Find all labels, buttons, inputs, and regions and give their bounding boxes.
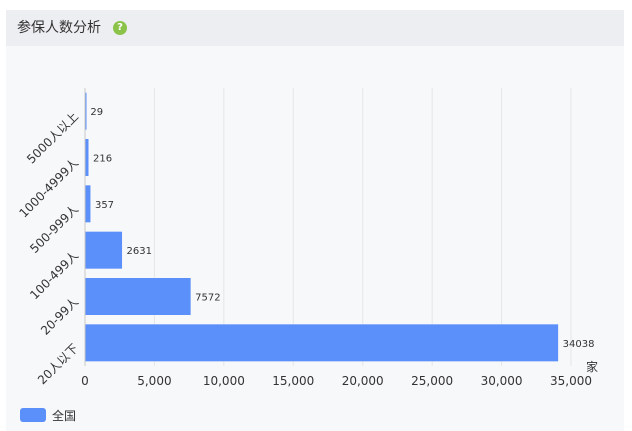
data-label: 29 (90, 107, 103, 118)
x-tick-label: 30,000 (481, 374, 523, 388)
help-icon[interactable]: ? (113, 21, 127, 35)
y-tick-label: 100-499人 (27, 248, 81, 302)
data-label: 7572 (195, 293, 220, 304)
x-tick-label: 0 (81, 374, 89, 388)
data-label: 2631 (127, 246, 152, 257)
bar (85, 324, 559, 362)
grid-lines (153, 88, 572, 366)
x-axis-unit-label: 家 (586, 359, 598, 374)
bar (85, 139, 89, 176)
data-label: 34038 (563, 339, 595, 350)
data-label: 216 (93, 154, 112, 165)
panel-header: 参保人数分析 ? (6, 10, 624, 46)
x-tick-label: 20,000 (342, 374, 384, 388)
data-label: 357 (95, 200, 114, 211)
x-tick-label: 15,000 (272, 374, 314, 388)
y-tick-label: 20-99人 (38, 295, 81, 338)
legend-swatch (20, 408, 46, 422)
panel-title: 参保人数分析 (17, 20, 101, 36)
data-labels: 34038 7572 2631 357 216 29 (90, 107, 594, 350)
bar (85, 278, 191, 315)
y-tick-label: 20人以下 (35, 341, 81, 387)
bars (85, 92, 559, 362)
legend[interactable]: 全国 (20, 406, 76, 424)
bar (85, 231, 123, 269)
bar (85, 92, 87, 130)
x-tick-label: 35,000 (550, 374, 592, 388)
x-tick-label: 25,000 (411, 374, 453, 388)
legend-label: 全国 (52, 408, 77, 423)
bar (85, 185, 91, 223)
x-tick-label: 5,000 (137, 374, 171, 388)
x-tick-label: 10,000 (203, 374, 245, 388)
